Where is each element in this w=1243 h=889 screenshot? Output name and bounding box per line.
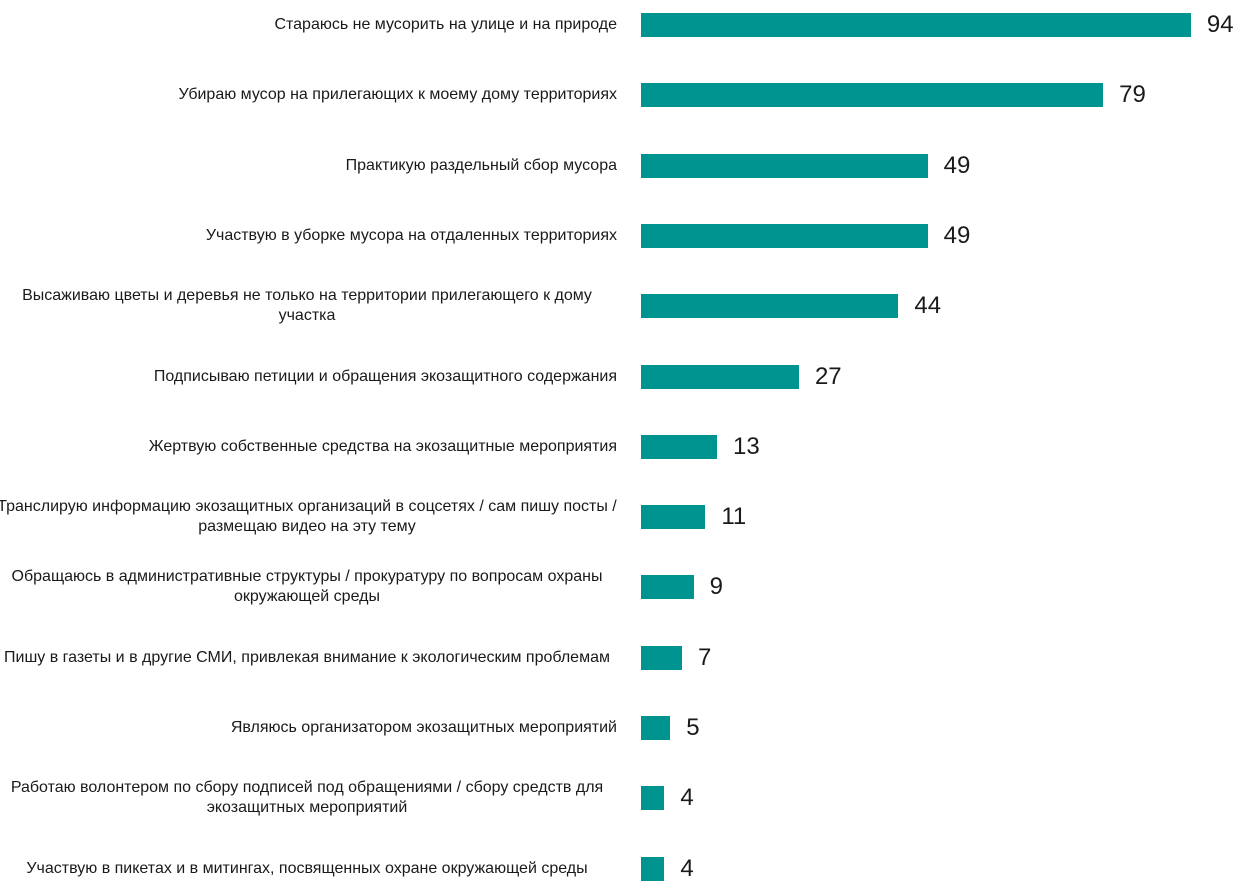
category-label: Убираю мусор на прилегающих к моему дому…	[178, 86, 617, 104]
category-label: Работаю волонтером по сбору подписей под…	[10, 779, 604, 817]
bar	[641, 294, 899, 319]
value-label: 5	[686, 714, 700, 741]
category-label: Стараюсь не мусорить на улице и на приро…	[274, 16, 617, 33]
value-label: 79	[1119, 81, 1146, 109]
bar	[641, 505, 706, 530]
bar	[641, 786, 665, 811]
value-label: 7	[697, 643, 712, 671]
bar	[641, 153, 928, 178]
category-label: Пишу в газеты и в другие СМИ, привлекая …	[4, 648, 610, 666]
category-label: Являюсь организатором экозащитных меропр…	[230, 719, 617, 736]
bar	[641, 434, 718, 459]
value-label: 9	[709, 573, 723, 601]
value-label: 44	[914, 292, 942, 320]
bar	[641, 645, 682, 670]
category-label: Практикую раздельный сбор мусора	[345, 156, 617, 174]
category-label: Высаживаю цветы и деревья не только на т…	[22, 287, 592, 325]
value-label: 27	[814, 362, 842, 390]
category-label: Транслирую информацию экозащитных органи…	[0, 498, 617, 536]
value-label: 49	[943, 151, 971, 179]
value-label: 13	[733, 432, 760, 460]
bar	[641, 575, 694, 600]
category-label: Участвую в уборке мусора на отдаленных т…	[205, 226, 617, 244]
bar	[641, 13, 1191, 37]
bar	[641, 856, 665, 881]
bar	[641, 716, 671, 740]
bar	[641, 223, 928, 248]
value-label: 94	[1206, 11, 1234, 38]
value-label: 11	[721, 503, 747, 531]
value-label: 4	[680, 784, 694, 812]
category-label: Участвую в пикетах и в митингах, посвяще…	[26, 859, 588, 877]
category-label: Жертвую собственные средства на экозащит…	[148, 437, 617, 455]
category-label: Подписываю петиции и обращения экозащитн…	[153, 367, 617, 385]
bar	[641, 83, 1104, 108]
bar	[641, 364, 799, 389]
category-label: Обращаюсь в административные структуры /…	[11, 568, 603, 606]
value-label: 4	[680, 854, 694, 882]
value-label: 49	[943, 221, 971, 249]
